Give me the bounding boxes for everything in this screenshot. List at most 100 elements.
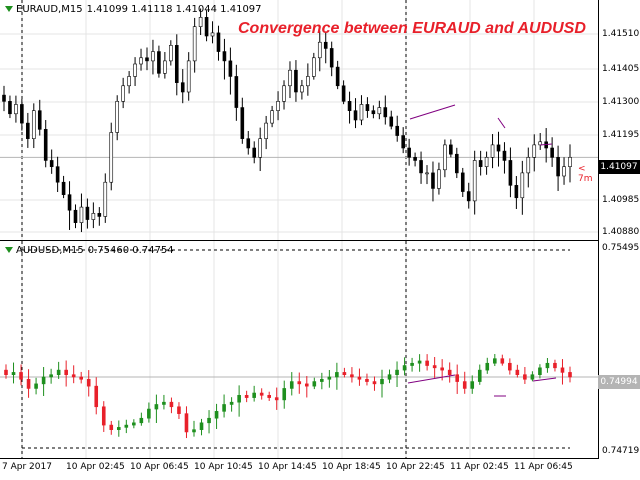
candle-body <box>410 362 414 366</box>
candle-body <box>440 367 444 371</box>
candle-body <box>401 135 405 149</box>
candle-body <box>365 104 370 111</box>
candle-body <box>34 383 38 389</box>
candle-body <box>199 422 204 430</box>
candle-body <box>103 181 108 217</box>
candle-body <box>41 376 46 385</box>
y-tick-label: 0.74719 <box>602 446 640 456</box>
candle-body <box>91 213 96 220</box>
candle-body <box>350 374 354 378</box>
audusd-price-panel[interactable]: AUDUSD,M15 0.75460 0.74754 <box>0 241 599 459</box>
euraud-candles <box>0 0 598 240</box>
candle-body <box>229 401 234 405</box>
candle-body <box>431 172 435 189</box>
candle-body <box>4 369 8 375</box>
candle-body <box>282 85 286 102</box>
y-tick-label: 1.41195 <box>602 130 640 140</box>
candle-body <box>151 51 155 62</box>
candle-body <box>288 69 292 87</box>
candle-body <box>515 369 520 375</box>
time-label: 10 Apr 22:45 <box>386 462 445 472</box>
candle-body <box>97 213 102 217</box>
time-label: 11 Apr 02:45 <box>450 462 509 472</box>
time-label: 10 Apr 18:45 <box>322 462 381 472</box>
candle-body <box>443 144 447 171</box>
candle-body <box>485 362 490 371</box>
candle-body <box>454 153 459 174</box>
candle-body <box>462 381 467 389</box>
candle-body <box>67 194 72 211</box>
candle-body <box>192 429 196 433</box>
candle-body <box>329 48 334 68</box>
candle-body <box>460 172 465 192</box>
candle-body <box>402 365 407 371</box>
y-tick-label: 1.40985 <box>602 195 640 205</box>
candle-body <box>500 358 505 364</box>
candle-body <box>162 401 166 405</box>
candle-body <box>19 372 23 380</box>
candle-body <box>8 101 12 115</box>
candle-body <box>347 101 352 111</box>
candle-body <box>300 85 304 93</box>
candle-body <box>383 107 388 118</box>
candle-body <box>207 417 211 424</box>
candle-body <box>359 104 364 121</box>
candle-body <box>357 376 362 380</box>
candle-body <box>413 157 417 161</box>
candle-body <box>240 107 245 139</box>
candle-body <box>304 383 309 387</box>
y-tick-label: 1.41510 <box>602 29 640 39</box>
candle-body <box>447 369 452 375</box>
candle-body <box>31 110 36 139</box>
candle-body <box>514 185 519 199</box>
candle-body <box>419 160 423 174</box>
candle-body <box>365 378 369 382</box>
candle-body <box>186 60 191 93</box>
candle-body <box>478 160 483 167</box>
candle-body <box>372 381 377 385</box>
candle-body <box>259 392 264 396</box>
candle-body <box>496 144 501 152</box>
candle-body <box>180 82 185 93</box>
time-label: 10 Apr 06:45 <box>130 462 189 472</box>
candle-body <box>294 69 298 93</box>
candle-body <box>335 66 340 87</box>
euraud-price-panel[interactable]: EURAUD,M15 1.41099 1.41118 1.41044 1.4109… <box>0 0 599 241</box>
candle-body <box>139 417 144 424</box>
candle-body <box>37 110 42 130</box>
candle-body <box>387 374 392 380</box>
divergence-line <box>497 117 506 129</box>
candle-body <box>389 116 394 127</box>
candle-body <box>477 369 482 382</box>
candle-body <box>553 362 557 369</box>
candle-body <box>395 369 399 375</box>
candle-body <box>530 374 535 380</box>
candle-body <box>184 413 189 433</box>
candle-body <box>198 17 203 27</box>
candle-body <box>550 147 554 158</box>
candle-body <box>455 374 460 382</box>
candle-body <box>145 57 149 62</box>
candle-body <box>127 76 131 87</box>
shift-marker: < 7m <box>578 164 593 184</box>
audusd-candles <box>0 241 598 458</box>
divergence-line <box>407 374 456 384</box>
candle-body <box>508 160 513 186</box>
candle-body <box>192 26 197 62</box>
candle-body <box>449 144 453 155</box>
time-label: 10 Apr 10:45 <box>194 462 253 472</box>
candle-body <box>177 406 181 414</box>
candle-body <box>210 32 215 37</box>
candle-body <box>79 206 84 223</box>
y-tick-label: 1.41405 <box>602 64 640 74</box>
candle-body <box>222 51 227 62</box>
audusd-ohlc: 0.75460 0.74754 <box>87 245 174 256</box>
candle-body <box>371 110 376 115</box>
candle-body <box>216 32 221 52</box>
candle-body <box>228 60 233 77</box>
candle-body <box>86 378 91 387</box>
candle-body <box>470 381 475 389</box>
candle-body <box>117 427 121 430</box>
candle-body <box>312 57 316 77</box>
